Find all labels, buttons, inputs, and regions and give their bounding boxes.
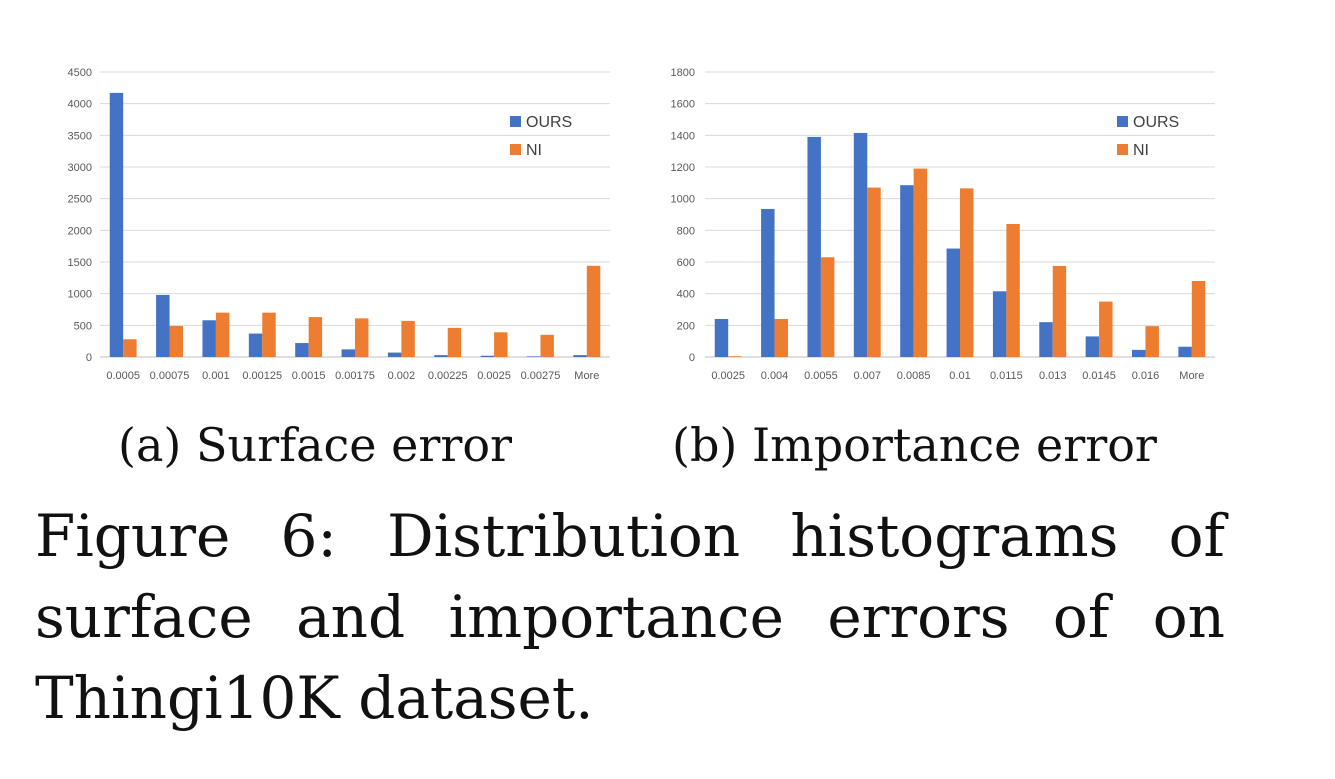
bar-ours-9 xyxy=(527,356,541,357)
x-tick-label: 0.013 xyxy=(1039,370,1067,382)
y-tick-label: 500 xyxy=(74,320,92,332)
bar-ni-0 xyxy=(123,339,137,357)
bar-ours-3 xyxy=(248,333,263,357)
y-tick-label: 1600 xyxy=(671,99,695,111)
bar-ni-4 xyxy=(308,317,323,357)
x-tick-label: 0.0005 xyxy=(106,370,140,382)
bar-ni-2 xyxy=(215,312,230,357)
bar-ours-10 xyxy=(573,355,587,357)
x-tick-label: 0.001 xyxy=(202,370,230,382)
bar-ours-0 xyxy=(714,319,729,357)
bar-ours-5 xyxy=(946,248,960,357)
x-tick-label: 0.00275 xyxy=(521,370,561,382)
y-tick-label: 1400 xyxy=(671,130,695,142)
y-tick-label: 2000 xyxy=(68,225,92,237)
y-tick-label: 600 xyxy=(677,257,695,269)
x-tick-label: 0.01 xyxy=(949,370,970,382)
bar-ours-8 xyxy=(480,355,495,357)
bar-ours-6 xyxy=(387,352,402,357)
bar-ours-1 xyxy=(156,294,170,357)
bar-ni-5 xyxy=(960,188,974,357)
y-tick-label: 0 xyxy=(86,352,92,364)
legend-label-ni: NI xyxy=(526,142,542,159)
y-tick-label: 3000 xyxy=(68,162,92,174)
x-tick-label: 0.0115 xyxy=(990,370,1023,382)
legend-swatch-ni xyxy=(510,144,521,155)
bar-ours-10 xyxy=(1178,346,1192,357)
legend-label-ours: OURS xyxy=(1133,114,1179,131)
x-tick-label: 0.00175 xyxy=(335,370,375,382)
bar-ni-3 xyxy=(262,312,276,357)
bar-ours-6 xyxy=(992,291,1007,357)
subcaption-importance-error: (b) Importance error xyxy=(672,418,1157,472)
y-tick-label: 2500 xyxy=(68,194,92,206)
figure-caption: Figure 6: Distribution histograms of sur… xyxy=(35,502,1225,732)
legend-label-ni: NI xyxy=(1133,142,1149,159)
y-tick-label: 400 xyxy=(677,289,695,301)
bar-ni-8 xyxy=(494,332,508,357)
bar-ni-9 xyxy=(1145,326,1159,357)
x-tick-label: 0.004 xyxy=(761,370,789,382)
x-tick-label: 0.00075 xyxy=(150,370,190,382)
x-tick-label: 0.0015 xyxy=(292,370,326,382)
bar-ours-8 xyxy=(1085,336,1100,357)
x-tick-label: 0.0055 xyxy=(804,370,838,382)
x-tick-label: 0.0025 xyxy=(477,370,511,382)
x-tick-label: 0.002 xyxy=(388,370,416,382)
y-tick-label: 1500 xyxy=(68,257,92,269)
x-tick-label: More xyxy=(1179,370,1204,382)
x-tick-label: 0.00225 xyxy=(428,370,468,382)
bar-ni-4 xyxy=(913,168,928,357)
bar-ni-8 xyxy=(1099,301,1113,357)
x-tick-label: 0.007 xyxy=(854,370,882,382)
bar-ni-1 xyxy=(169,325,183,357)
legend-swatch-ni xyxy=(1117,144,1128,155)
x-tick-label: 0.0145 xyxy=(1082,370,1116,382)
bar-ni-10 xyxy=(1191,281,1206,357)
bar-ni-6 xyxy=(1006,224,1020,357)
y-tick-label: 0 xyxy=(689,352,695,364)
bar-ni-10 xyxy=(586,265,601,357)
y-tick-label: 200 xyxy=(677,320,695,332)
y-tick-label: 800 xyxy=(677,225,695,237)
bar-ni-6 xyxy=(401,320,415,357)
x-tick-label: More xyxy=(574,370,599,382)
bar-ni-5 xyxy=(355,318,369,357)
bar-ours-3 xyxy=(853,132,868,357)
bar-ours-5 xyxy=(341,349,355,357)
x-tick-label: 0.0085 xyxy=(897,370,931,382)
subcaption-surface-error: (a) Surface error xyxy=(118,418,513,472)
bar-ni-7 xyxy=(447,327,462,357)
x-tick-label: 0.016 xyxy=(1132,370,1160,382)
bar-ni-0 xyxy=(728,356,742,357)
bar-ours-4 xyxy=(295,343,309,357)
bar-ni-7 xyxy=(1052,265,1067,357)
legend-swatch-ours xyxy=(1117,116,1128,127)
y-tick-label: 1000 xyxy=(671,194,695,206)
bar-ours-7 xyxy=(1039,322,1053,357)
legend-label-ours: OURS xyxy=(526,114,572,131)
y-tick-label: 4500 xyxy=(68,67,92,79)
legend-swatch-ours xyxy=(510,116,521,127)
importance-error-histogram: 0 200 400 600 800 1000 1200 1400 1600 1800 0.0025 0… xyxy=(671,67,1215,382)
bar-ours-9 xyxy=(1132,349,1146,357)
y-tick-label: 1800 xyxy=(671,67,695,79)
bar-ni-3 xyxy=(867,187,881,357)
surface-error-histogram: 0 500 1000 1500 2000 2500 3000 3500 4000 4500 0.00… xyxy=(68,67,610,382)
bar-ours-1 xyxy=(761,208,775,357)
y-tick-label: 1000 xyxy=(68,289,92,301)
y-tick-label: 4000 xyxy=(68,99,92,111)
bar-ours-7 xyxy=(434,355,448,357)
bar-ni-9 xyxy=(540,334,554,357)
bar-ours-2 xyxy=(807,136,821,357)
x-tick-label: 0.0025 xyxy=(711,370,745,382)
bar-ours-4 xyxy=(900,185,914,357)
y-tick-label: 1200 xyxy=(671,162,695,174)
bar-ni-1 xyxy=(774,319,788,357)
y-tick-label: 3500 xyxy=(68,130,92,142)
x-tick-label: 0.00125 xyxy=(242,370,282,382)
bar-ours-0 xyxy=(109,92,124,358)
bar-ours-2 xyxy=(202,320,216,357)
bar-ni-2 xyxy=(820,257,835,357)
